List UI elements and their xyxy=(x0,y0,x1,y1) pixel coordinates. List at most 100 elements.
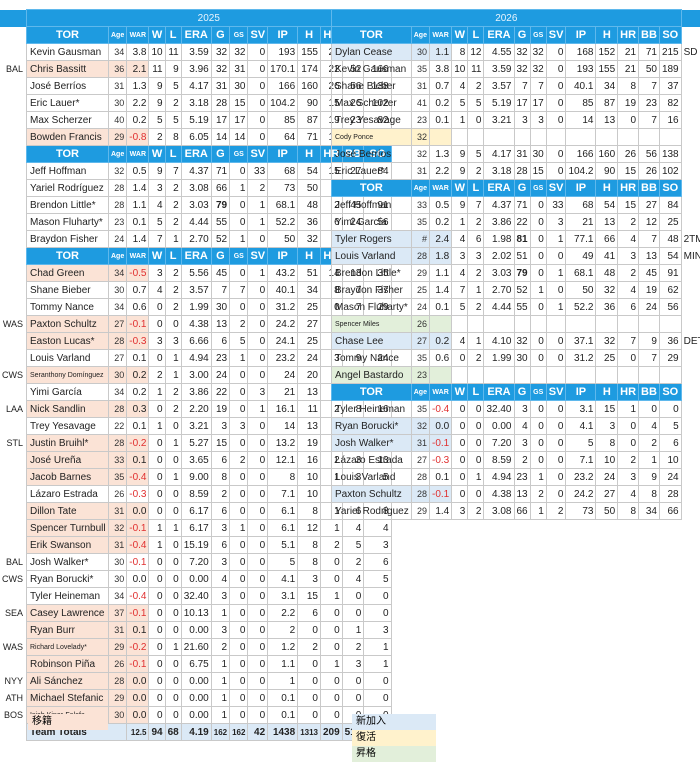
pitcher-age: 27 xyxy=(410,451,430,469)
stat-g: 3 xyxy=(513,434,531,452)
team-note xyxy=(681,486,700,503)
team-note xyxy=(681,350,700,367)
stat-war: 1.1 xyxy=(428,264,453,282)
stat-sv: 3 xyxy=(247,383,269,401)
stat-sv: 0 xyxy=(545,434,567,452)
column-header-h: H xyxy=(595,383,619,401)
stat-l: 1 xyxy=(164,349,182,367)
team-note xyxy=(0,503,27,520)
team-note xyxy=(0,129,27,146)
stat-era: 2.20 xyxy=(180,400,212,418)
stat-w: 0 xyxy=(148,502,166,520)
column-header-tor: TOR xyxy=(26,26,109,44)
pitcher-age: 28 xyxy=(107,400,128,418)
stat-gs: 0 xyxy=(529,434,547,452)
column-header-bb: BB xyxy=(638,179,660,197)
stat-l: 0 xyxy=(164,604,182,622)
stat-war: 0.0 xyxy=(126,689,150,707)
spacer xyxy=(0,26,27,44)
stat-war: -0.4 xyxy=(126,468,150,486)
column-header-age: Age xyxy=(107,247,128,265)
stat-g: 30 xyxy=(210,298,231,316)
stat-w: 10 xyxy=(148,43,166,61)
stat-w xyxy=(451,366,469,384)
stat-ip: 40.1 xyxy=(565,77,597,95)
pitcher-age: 34 xyxy=(107,298,128,316)
column-header-l: L xyxy=(164,26,182,44)
stat-gs: 0 xyxy=(229,655,249,673)
pitcher-age: 30 xyxy=(107,94,128,112)
stat-hr: 3 xyxy=(617,468,640,486)
stat-gs: 0 xyxy=(229,553,249,571)
stat-gs: 15 xyxy=(529,162,547,180)
stat-hr: 1 xyxy=(319,655,343,673)
stat-gs: 32 xyxy=(529,43,547,61)
pitcher-name: Josh Walker* xyxy=(26,553,109,571)
pitcher-name: José Ureña xyxy=(26,451,109,469)
stat-hr: 8 xyxy=(617,502,640,520)
stat-w: 1 xyxy=(451,111,469,129)
stat-ip: 1 xyxy=(267,672,299,690)
stat-hr: 1 xyxy=(319,587,343,605)
stat-h: 27 xyxy=(595,485,619,503)
stat-g: 22 xyxy=(210,383,231,401)
column-header-h: H xyxy=(297,247,321,265)
pitcher-name: Yariel Rodríguez xyxy=(331,502,412,520)
stat-era: 8.59 xyxy=(180,485,212,503)
pitcher-name: Max Scherzer xyxy=(26,111,109,129)
total-w: 94 xyxy=(148,723,166,741)
pitcher-age: 23 xyxy=(410,366,430,384)
stat-gs: 1 xyxy=(529,502,547,520)
stat-ip: 23.2 xyxy=(267,349,299,367)
stat-hr: 15 xyxy=(617,196,640,214)
stat-ip: 0.1 xyxy=(267,689,299,707)
stat-ip: 68 xyxy=(565,196,597,214)
stat-ip: 52.2 xyxy=(565,298,597,316)
stat-h: 66 xyxy=(595,230,619,248)
stat-w: 9 xyxy=(451,162,469,180)
stat-sv: 1 xyxy=(247,400,269,418)
column-header-g: G xyxy=(210,26,231,44)
stat-w: 0 xyxy=(148,706,166,724)
stat-so: 3 xyxy=(363,536,392,554)
stat-h: 15 xyxy=(595,400,619,418)
stat-g: 32 xyxy=(513,43,531,61)
pitcher-name: Kevin Gausman xyxy=(331,60,412,78)
stat-w: 2 xyxy=(148,366,166,384)
pitcher-age: 27 xyxy=(107,349,128,367)
pitcher-age: 31 xyxy=(410,434,430,452)
stat-war: -0.1 xyxy=(428,485,453,503)
stat-g: 2 xyxy=(513,451,531,469)
pitcher-name: Paxton Schultz xyxy=(331,485,412,503)
stat-l: 0 xyxy=(164,451,182,469)
column-header-gs: GS xyxy=(229,247,249,265)
stat-hr: 0 xyxy=(319,706,343,724)
stat-era: 3.03 xyxy=(180,196,212,214)
stat-era: 6.17 xyxy=(180,502,212,520)
stat-bb: 23 xyxy=(638,94,660,112)
stat-war: -0.1 xyxy=(428,434,453,452)
pitcher-name: Spencer Miles xyxy=(331,315,412,333)
pitcher-age: 28 xyxy=(107,332,128,350)
stat-sv: 0 xyxy=(247,553,269,571)
column-header-ip: IP xyxy=(565,26,597,44)
stat-sv: 1 xyxy=(545,298,567,316)
stat-ip: 85 xyxy=(565,94,597,112)
stat-era: 3.08 xyxy=(483,502,515,520)
stat-bb: 2 xyxy=(638,434,660,452)
team-note xyxy=(681,95,700,112)
column-header-g: G xyxy=(210,145,231,163)
stat-h: 11 xyxy=(297,400,321,418)
stat-gs: 0 xyxy=(529,400,547,418)
stat-ip: 193 xyxy=(267,43,299,61)
pitcher-row: Eric Lauer* 31 2.2 9 2 3.18 28 15 0 104.2 90 15 26 10… xyxy=(331,162,700,180)
pitcher-name: Shane Bieber xyxy=(26,281,109,299)
stat-sv xyxy=(545,315,567,333)
stat-w: 7 xyxy=(148,230,166,248)
stat-g: 1 xyxy=(210,672,231,690)
stat-war: 1.4 xyxy=(126,230,150,248)
stat-hr: 21 xyxy=(617,43,640,61)
pitcher-row: BAL Josh Walker* 30 -0.1 0 0 7.20 3 0 0 5 8 0 2 6 xyxy=(0,553,392,571)
column-header-bb: BB xyxy=(638,383,660,401)
